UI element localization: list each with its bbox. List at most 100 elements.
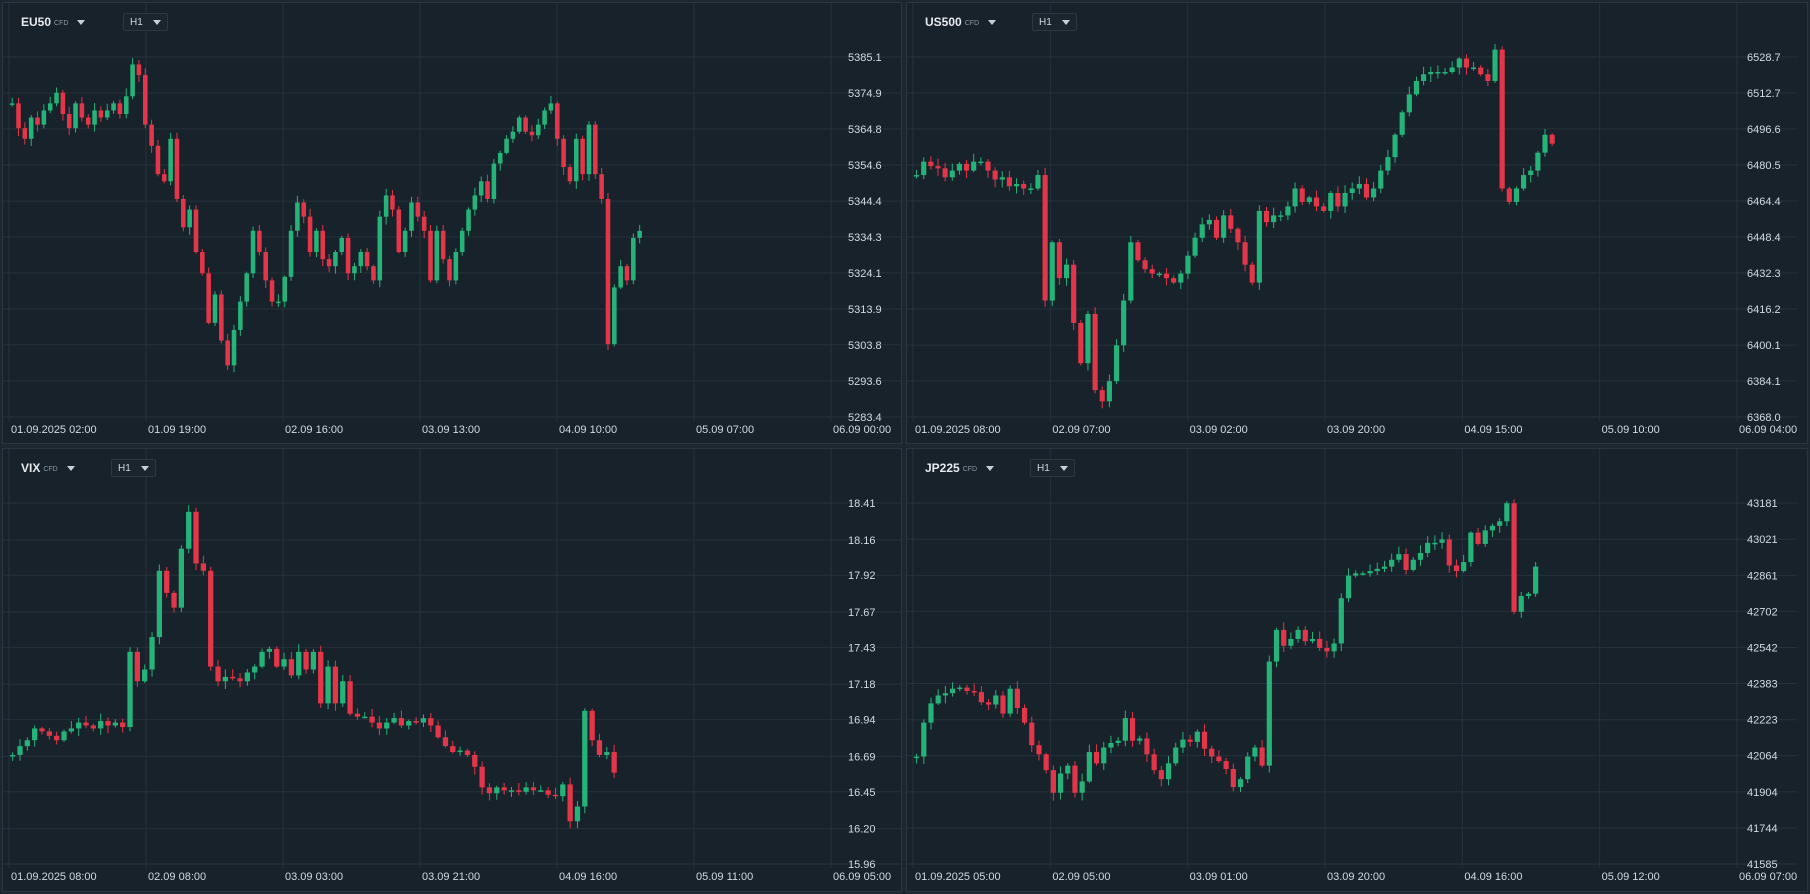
symbol-selector[interactable]: VIX CFD [21, 460, 75, 476]
candle-body [1471, 67, 1477, 70]
candle-body [942, 693, 948, 696]
chevron-down-icon [140, 465, 149, 471]
candle-body [1072, 765, 1078, 793]
candle-body [39, 728, 45, 732]
candle-body [1245, 756, 1251, 780]
candle-body [1485, 74, 1491, 81]
candle-body [1078, 322, 1084, 364]
candle-body [200, 563, 207, 571]
chart-panel-us500[interactable]: 6528.7 6512.7 6496.6 6480.5 6464.4 6448.4 6432… [906, 2, 1808, 444]
candle-body [611, 752, 617, 773]
candle-body [935, 695, 941, 704]
chevron-down-icon[interactable] [77, 19, 86, 25]
candle-body [1317, 638, 1323, 648]
candle-body [415, 202, 421, 217]
candle-body [1135, 242, 1141, 261]
y-tick-label: 43021 [1747, 534, 1778, 546]
candle-body [187, 209, 192, 228]
candle-body [274, 648, 280, 667]
candle-body [1385, 157, 1391, 171]
x-tick-label: 04.09 10:00 [559, 424, 617, 436]
y-tick-label: 5344.4 [848, 196, 882, 208]
candle-body [618, 266, 623, 288]
candle-body [1063, 264, 1070, 279]
y-tick-label: 16.20 [848, 824, 876, 836]
y-tick-label: 17.18 [848, 679, 876, 691]
candle-body [60, 92, 66, 114]
y-tick-label: 5334.3 [848, 232, 882, 244]
candle-body [1122, 718, 1128, 741]
candlestick-chart[interactable]: 5385.1 5374.9 5364.8 5354.6 5344.4 5334.3 5324… [3, 3, 902, 444]
candle-body [1165, 763, 1172, 780]
candle-body [1113, 345, 1120, 382]
x-tick-label: 03.09 01:00 [1190, 871, 1248, 883]
symbol-selector[interactable]: JP225 CFD [925, 460, 995, 476]
candle-body [1528, 170, 1534, 176]
candle-body [296, 651, 302, 676]
chart-panel-vix[interactable]: 18.41 18.16 17.92 17.67 17.43 17.18 16.94 16.69… [2, 448, 902, 892]
candlestick-chart[interactable]: 18.41 18.16 17.92 17.67 17.43 17.18 16.94 16.69… [3, 449, 902, 892]
candle-body [288, 659, 295, 676]
candle-body [222, 676, 229, 682]
candle-body [1504, 503, 1510, 522]
candle-body [244, 273, 249, 302]
candle-body [1413, 80, 1420, 95]
candle-body [1288, 638, 1294, 646]
timeframe-selector[interactable]: H1 [1032, 13, 1077, 31]
candlestick-chart[interactable]: 6528.7 6512.7 6496.6 6480.5 6464.4 6448.4 6432… [907, 3, 1808, 444]
candle-body [1363, 184, 1370, 198]
candle-body [269, 280, 275, 302]
x-tick-label: 01.09.2025 02:00 [11, 424, 97, 436]
chevron-down-icon[interactable] [66, 465, 75, 471]
symbol-selector[interactable]: US500 CFD [925, 14, 997, 30]
candle-body [631, 237, 636, 281]
candle-body [1144, 738, 1150, 755]
candle-body [593, 124, 598, 175]
candle-body [420, 718, 427, 723]
candle-body [28, 117, 34, 139]
chart-panel-eu50[interactable]: 5385.1 5374.9 5364.8 5354.6 5344.4 5334.3 5324… [2, 2, 902, 444]
candle-body [466, 209, 471, 231]
timeframe-selector[interactable]: H1 [1030, 459, 1075, 477]
candle-body [1335, 192, 1341, 207]
candle-body [567, 784, 573, 822]
candle-body [964, 687, 970, 691]
candle-body [358, 252, 364, 267]
chevron-down-icon[interactable] [988, 19, 997, 25]
candle-body [362, 716, 368, 719]
candle-body [174, 138, 180, 199]
candle-body [252, 666, 258, 673]
candle-body [510, 131, 516, 139]
candle-body [206, 273, 211, 323]
candle-body [612, 287, 617, 345]
timeframe-selector[interactable]: H1 [123, 13, 168, 31]
candle-body [497, 152, 503, 164]
candle-body [978, 692, 984, 703]
candle-body [428, 230, 433, 281]
candle-body [963, 163, 970, 171]
candle-body [1137, 738, 1143, 741]
candle-body [574, 138, 579, 182]
y-tick-label: 41744 [1747, 823, 1778, 835]
candle-body [238, 301, 243, 330]
candle-body [1278, 215, 1284, 217]
candle-body [479, 766, 485, 788]
symbol-selector[interactable]: EU50 CFD [21, 14, 86, 30]
chart-panel-jp225[interactable]: 43181 43021 42861 42702 42542 42383 42223 42064… [906, 448, 1808, 892]
candle-body [259, 651, 265, 667]
candle-body [1187, 739, 1193, 742]
candle-body [149, 124, 154, 146]
chevron-down-icon[interactable] [986, 465, 995, 471]
x-tick-label: 05.09 11:00 [696, 871, 753, 883]
candle-body [347, 681, 353, 714]
x-tick-label: 06.09 04:00 [1739, 424, 1797, 436]
candlestick-chart[interactable]: 43181 43021 42861 42702 42542 42383 42223 42064… [907, 449, 1808, 892]
candle-body [111, 103, 116, 111]
candle-body [1492, 49, 1498, 81]
candle-body [1263, 210, 1270, 223]
timeframe-selector[interactable]: H1 [111, 459, 156, 477]
candle-body [339, 237, 345, 253]
candle-body [1209, 748, 1215, 757]
candle-body [326, 259, 332, 267]
candle-body [340, 681, 346, 704]
